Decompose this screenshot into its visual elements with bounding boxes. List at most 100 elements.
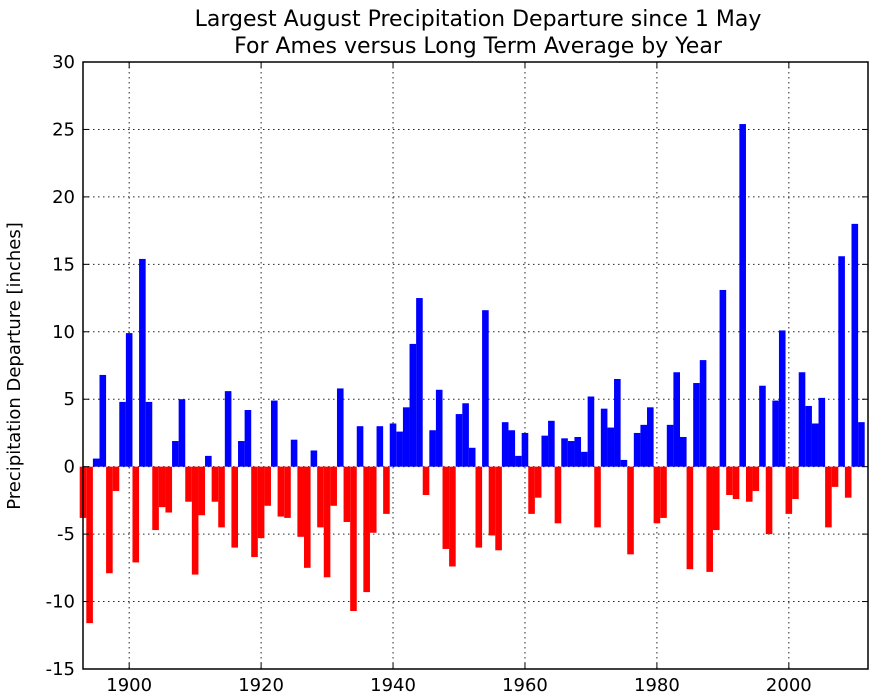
bar-1963 [541, 435, 549, 467]
bar-1967 [567, 441, 575, 467]
bar-1932 [336, 388, 344, 467]
chart-title: Largest August Precipitation Departure s… [195, 7, 762, 32]
bar-1953 [475, 466, 483, 548]
bar-1923 [277, 466, 285, 517]
bar-1980 [653, 466, 661, 524]
bar-1918 [244, 410, 252, 467]
bar-2005 [818, 397, 826, 467]
bar-1943 [409, 343, 417, 467]
axes: 1900 1920 1940 1960 1980 2000 -15 -10 -5 0 5 10 15 20… [46, 52, 868, 696]
bar-1896 [99, 374, 107, 467]
bar-1928 [310, 450, 318, 467]
bar-1948 [442, 466, 450, 549]
bar-1944 [416, 298, 423, 467]
bar-1946 [429, 430, 436, 467]
bar-1897 [106, 466, 113, 574]
bar-1942 [402, 407, 410, 467]
bar-1961 [528, 466, 535, 514]
x-tick-label: 2000 [766, 675, 812, 696]
bar-1936 [363, 466, 370, 593]
bar-1969 [581, 451, 588, 467]
bar-1907 [172, 441, 179, 467]
bar-1901 [132, 466, 140, 563]
bar-1979 [647, 407, 654, 467]
bar-1975 [620, 459, 628, 467]
grid-lines [83, 62, 868, 669]
bar-1976 [627, 466, 634, 555]
x-tick-label: 1980 [634, 675, 680, 696]
y-tick-label: 25 [52, 119, 75, 140]
bar-1965 [554, 466, 562, 524]
bar-1947 [435, 389, 443, 467]
bar-1905 [158, 466, 166, 508]
bar-1909 [185, 466, 192, 502]
y-tick-label: 20 [52, 187, 75, 208]
bar-2009 [844, 466, 852, 498]
bar-1987 [699, 360, 707, 467]
bar-1990 [719, 289, 727, 467]
bar-1903 [145, 401, 153, 467]
bar-1904 [152, 466, 159, 531]
bar-1958 [508, 430, 516, 467]
bar-1939 [383, 466, 390, 514]
bar-1997 [765, 466, 773, 535]
bar-1921 [264, 466, 272, 506]
bar-1959 [515, 455, 522, 467]
bar-1972 [600, 408, 608, 467]
bar-1910 [191, 466, 199, 575]
bar-1977 [633, 432, 641, 467]
bar-1945 [422, 466, 430, 495]
y-tick-label: 10 [52, 322, 75, 343]
bar-2002 [798, 372, 806, 467]
bar-1951 [462, 403, 469, 467]
plot-frame [82, 61, 869, 670]
bar-1931 [330, 466, 337, 506]
bar-1966 [561, 438, 568, 467]
bar-1917 [238, 441, 245, 467]
bar-1960 [521, 432, 529, 467]
bar-1894 [86, 466, 93, 624]
bar-2000 [785, 466, 793, 514]
bar-1973 [607, 427, 615, 467]
bar-1981 [660, 466, 667, 518]
x-tick-label: 1960 [502, 675, 548, 696]
bar-2010 [851, 223, 859, 467]
bar-1994 [745, 466, 753, 502]
x-tick-label: 1940 [370, 675, 416, 696]
bar-1954 [482, 310, 489, 467]
bar-1970 [587, 396, 595, 467]
y-tick-label: 30 [52, 52, 75, 73]
chart-subtitle: For Ames versus Long Term Average by Yea… [234, 34, 723, 59]
x-tick-label: 1920 [238, 675, 284, 696]
bar-1920 [257, 466, 265, 539]
bar-1974 [614, 378, 621, 467]
bar-1906 [165, 466, 173, 513]
bar-2004 [811, 423, 819, 467]
bar-1929 [317, 466, 324, 528]
bar-1978 [640, 424, 648, 467]
bar-1899 [119, 401, 126, 467]
bar-1926 [297, 466, 304, 537]
bar-1985 [686, 466, 694, 570]
bar-1915 [224, 391, 232, 467]
bar-1935 [356, 426, 364, 467]
bar-1983 [673, 372, 680, 467]
bar-1991 [726, 466, 733, 495]
bar-1898 [112, 466, 120, 491]
bar-1999 [778, 330, 786, 467]
bar-2006 [825, 466, 832, 528]
bar-1957 [501, 422, 509, 467]
bar-1908 [178, 399, 186, 467]
bar-1986 [693, 383, 700, 467]
bar-1922 [271, 400, 278, 467]
bar-1992 [732, 466, 740, 500]
bar-1996 [759, 385, 766, 467]
bar-1925 [290, 439, 298, 467]
y-tick-label: -10 [46, 592, 75, 613]
y-tick-label: 15 [52, 254, 75, 275]
bar-1993 [739, 124, 746, 467]
bar-1988 [706, 466, 713, 572]
bar-1962 [534, 466, 542, 498]
y-tick-label: 0 [64, 457, 75, 478]
